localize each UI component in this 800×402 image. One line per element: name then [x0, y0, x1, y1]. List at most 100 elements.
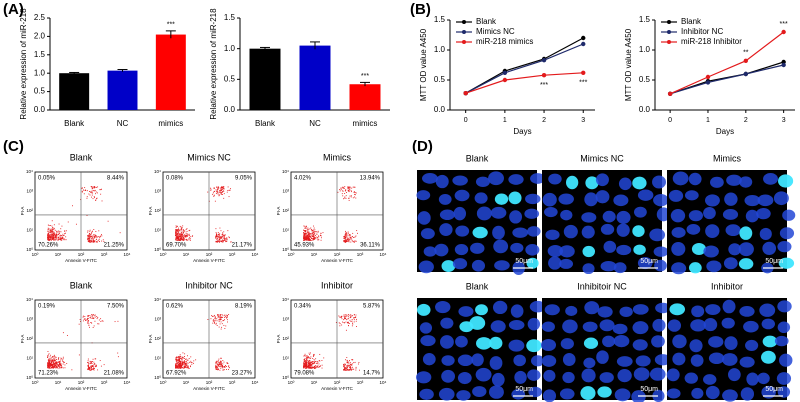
flow-dot [349, 367, 351, 369]
flow-dot [308, 367, 310, 368]
flow-dot [221, 192, 222, 193]
flow-dot [343, 319, 345, 321]
flow-dot [51, 231, 53, 233]
flow-dot [94, 235, 96, 237]
x-tick-label: 1 [706, 117, 710, 124]
nucleus [777, 386, 791, 398]
flow-dot [353, 319, 355, 321]
bar [107, 70, 138, 110]
flow-dot [90, 237, 92, 239]
flow-dot [53, 361, 54, 363]
flow-dot [102, 239, 104, 241]
flow-dot [214, 322, 215, 324]
flow-dot [305, 367, 307, 369]
flow-dot [181, 238, 183, 240]
flow-dot [310, 361, 312, 362]
flow-dot [348, 188, 350, 189]
flow-dot [342, 321, 343, 323]
flow-dot [50, 364, 52, 366]
flow-dot [217, 315, 219, 317]
flow-dot [101, 188, 102, 190]
flow-dot [48, 360, 50, 362]
y-tick-label: 10² [282, 336, 289, 341]
flow-dot [218, 316, 220, 318]
flow-dot [182, 352, 184, 354]
y-tick-label: 1.0 [434, 45, 446, 54]
flow-dot [49, 359, 50, 361]
nucleus [691, 243, 707, 256]
flow-dot [51, 357, 53, 359]
flow-dot [179, 239, 180, 241]
flow-dot [179, 361, 181, 363]
flow-dot [348, 240, 350, 241]
flow-dot [303, 233, 305, 235]
flow-dot [348, 238, 350, 240]
flow-dot [340, 316, 342, 318]
flow-dot [218, 362, 220, 364]
flow-dot [96, 236, 98, 238]
flow-dot [89, 368, 91, 370]
flow-dot [84, 318, 86, 320]
y-tick-label: 1.0 [224, 44, 236, 53]
flow-dot [307, 364, 309, 366]
flow-dot [222, 236, 224, 238]
flow-dot [101, 235, 103, 237]
flow-dot [342, 187, 344, 189]
flow-dot [175, 230, 177, 232]
flow-dot [48, 239, 50, 241]
flow-dot [86, 197, 88, 199]
flow-dot [54, 363, 56, 365]
nucleus [688, 172, 702, 186]
flow-dot [218, 195, 220, 197]
flow-dot [210, 188, 212, 190]
image-title: Inhibitoir NC [577, 281, 627, 291]
flow-dot [350, 365, 351, 367]
flow-dot [87, 368, 89, 370]
flow-dot [64, 367, 66, 369]
flow-dot [101, 240, 103, 242]
flow-dot [81, 187, 83, 189]
flow-dot [215, 228, 217, 230]
flow-dot [49, 363, 51, 365]
flow-dot [344, 197, 346, 199]
flow-dot [351, 369, 352, 371]
flow-dot [220, 316, 222, 318]
flow-dot [117, 356, 119, 358]
flow-dot [182, 239, 184, 241]
nucleus [565, 305, 578, 317]
flow-dot [345, 237, 347, 239]
flow-dot [176, 236, 178, 238]
flow-dot [352, 186, 354, 188]
y-tick-label: 10⁴ [282, 169, 289, 174]
flow-dot [179, 229, 181, 231]
flow-dot [91, 188, 93, 190]
flow-dot [92, 367, 94, 369]
flow-dot [222, 367, 224, 369]
flow-dot [53, 366, 55, 368]
flow-dot [315, 366, 317, 368]
flow-dot [352, 322, 353, 324]
flow-dot [220, 321, 222, 323]
x-tick-label: 10⁴ [124, 252, 131, 257]
x-tick-label: 10⁰ [32, 252, 39, 257]
flow-dots [175, 186, 232, 243]
nucleus [705, 385, 720, 400]
flow-dot [343, 369, 345, 371]
point [541, 73, 547, 78]
flow-dot [53, 232, 55, 234]
flow-dot [96, 197, 98, 199]
flow-dot [189, 239, 191, 241]
flow-dot [349, 319, 351, 321]
flow-dot [95, 199, 97, 201]
flow-dot [213, 321, 215, 323]
flow-dot [181, 356, 183, 358]
flow-dot [309, 363, 311, 365]
nucleus [452, 175, 468, 186]
flow-dot [64, 233, 66, 235]
legend-label: miR-218 mimics [476, 37, 533, 46]
nucleus [582, 263, 595, 275]
nucleus [777, 321, 791, 334]
flow-dot [81, 191, 83, 193]
flow-dot [48, 232, 50, 234]
flow-dot [48, 364, 50, 366]
